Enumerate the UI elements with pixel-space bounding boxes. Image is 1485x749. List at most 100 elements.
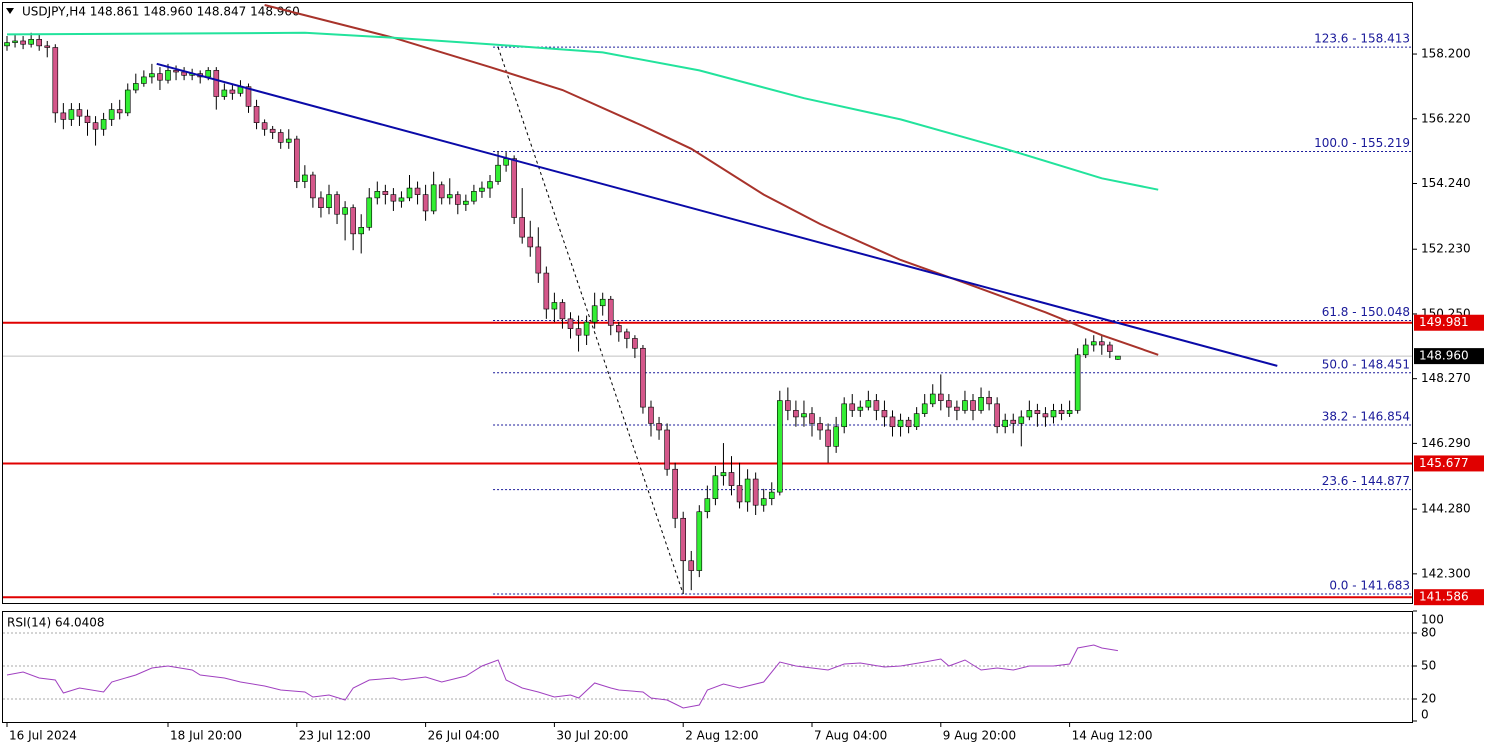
candle-body [817,423,823,431]
candle-body [672,468,678,519]
x-tick-label: 18 Jul 20:00 [170,729,242,743]
candle-body [141,76,147,84]
candle-body [326,194,332,208]
candle-body [1042,413,1049,418]
candle-body [1058,410,1065,414]
candle-body [1074,354,1081,411]
candle-body [728,472,735,486]
candle-body [205,70,212,78]
candle-body [712,475,719,499]
candle-body [358,227,365,235]
x-tick-label: 7 Aug 04:00 [814,729,887,743]
candle-body [1099,341,1105,346]
candle-body [696,511,703,571]
candle-body [768,491,775,499]
price-label: 141.586 [1419,590,1469,604]
x-tick-label: 14 Aug 12:00 [1072,729,1153,743]
candle-body [302,174,308,182]
indicator-line [6,31,1159,191]
candle-body [1066,410,1073,414]
y-tick-label: 148.270 [1421,371,1471,385]
candle-body [116,109,123,114]
candle-body [92,122,99,130]
candle-body [133,83,139,91]
candle-body [664,429,670,470]
candle-body [688,560,695,571]
x-tick-label: 26 Jul 04:00 [428,729,500,743]
candle-body [511,158,517,218]
price-label-box [1414,455,1484,472]
candle-body [495,164,501,182]
candle-body [310,174,316,199]
candle-body [680,517,687,562]
price-label: 145.677 [1419,456,1469,470]
candle-body [527,236,534,248]
indicator-line [264,4,1159,356]
candle-body [1034,410,1041,414]
candle-body [245,86,252,107]
candle-body [398,197,405,202]
candle-body [519,217,526,238]
fib-diagonal [497,46,684,595]
candle-body [1107,344,1113,352]
candle-body [640,347,646,408]
candle-body [583,321,590,336]
rsi-tick-label: 50 [1421,659,1436,673]
candle-body [607,298,614,326]
candle-body [60,112,67,120]
rsi-title: RSI(14) 64.0408 [7,616,105,630]
price-label: 149.981 [1419,315,1469,329]
candle-body [28,39,34,45]
candle-body [946,400,952,408]
menu-icon[interactable] [6,8,14,14]
candle-body [1026,410,1033,418]
chart-title: USDJPY,H4 148.861 148.960 148.847 148.96… [22,5,300,19]
candle-body [760,498,767,506]
y-tick-label: 154.240 [1421,176,1471,190]
candle-body [873,400,880,411]
candle-body [213,70,220,97]
candle-body [551,302,558,310]
candle-body [1010,419,1017,424]
candle-body [36,39,43,47]
candle-body [173,70,179,73]
candle-body [318,197,324,208]
candle-body [76,109,83,117]
candle-body [253,106,260,123]
x-tick-label: 9 Aug 20:00 [943,729,1016,743]
fib-label: 0.0 - 141.683 [1329,579,1410,593]
candle-body [390,194,397,202]
candle-body [881,410,888,418]
candle-body [849,403,856,411]
candle-body [929,393,936,405]
candle-body [487,181,493,189]
candle-body [503,158,509,166]
candle-body [648,406,654,424]
candle-body [744,478,751,503]
candle-body [430,184,437,212]
candle-body [776,400,783,493]
x-tick-label: 16 Jul 2024 [9,729,77,743]
candle-body [414,187,421,195]
rsi-tick-label: 100 [1421,613,1444,627]
candle-body [293,138,300,182]
price-label-box [1414,314,1484,331]
candle-body [374,191,381,199]
candle-body [149,73,155,78]
candle-body [471,191,477,202]
candle-body [833,426,839,447]
candle-body [615,325,622,333]
candle-body [229,89,236,94]
candle-body [4,42,10,47]
candle-body [382,191,389,195]
candle-body [12,40,18,43]
rsi-tick-label: 0 [1421,708,1429,722]
candle-body [1050,410,1057,418]
candle-body [52,47,59,114]
candle-body [84,115,91,123]
candle-body [986,397,992,405]
main-pane [2,2,1413,604]
candle-body [285,138,292,143]
